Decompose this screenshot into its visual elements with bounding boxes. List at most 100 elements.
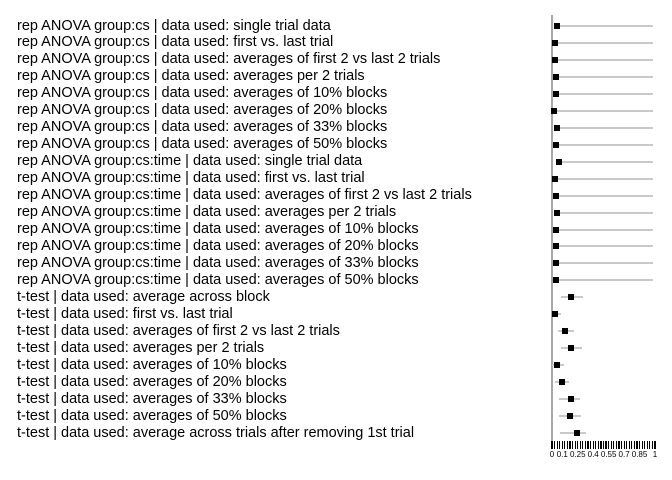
- row-label: rep ANOVA group:cs | data used: averages…: [17, 51, 441, 68]
- row-label: rep ANOVA group:cs:time | data used: sin…: [17, 153, 363, 170]
- axis-minor-tick: [654, 441, 656, 449]
- ci-line: [556, 245, 653, 248]
- row-label: t-test | data used: averages of 33% bloc…: [17, 390, 287, 407]
- ci-line: [556, 262, 653, 265]
- axis-minor-tick: [579, 441, 581, 449]
- row-label: rep ANOVA group:cs:time | data used: fir…: [17, 170, 365, 187]
- point-marker: [553, 243, 560, 250]
- axis-minor-tick: [608, 441, 610, 449]
- axis-minor-tick: [633, 441, 635, 449]
- ci-line: [555, 58, 653, 61]
- axis-minor-tick: [592, 441, 594, 449]
- point-marker: [554, 362, 561, 369]
- point-marker: [567, 294, 574, 301]
- ci-line: [559, 160, 653, 163]
- axis-minor-tick: [556, 441, 558, 449]
- axis-minor-tick: [615, 441, 617, 449]
- point-marker: [552, 175, 559, 182]
- row-label: t-test | data used: first vs. last trial: [17, 305, 233, 322]
- point-marker: [553, 226, 560, 233]
- row-label: t-test | data used: average across block: [17, 288, 270, 305]
- point-marker: [573, 430, 580, 437]
- axis-minor-tick: [631, 441, 633, 449]
- point-marker: [566, 413, 573, 420]
- point-marker: [553, 141, 560, 148]
- row-label: rep ANOVA group:cs | data used: averages…: [17, 119, 388, 136]
- ci-line: [557, 25, 653, 27]
- ci-line: [557, 126, 653, 129]
- point-marker: [552, 39, 559, 46]
- row-label: t-test | data used: averages of 10% bloc…: [17, 356, 287, 373]
- row-label: t-test | data used: averages of 20% bloc…: [17, 373, 287, 390]
- row-label: rep ANOVA group:cs:time | data used: ave…: [17, 187, 472, 204]
- axis-minor-tick: [623, 441, 625, 449]
- row-label: t-test | data used: averages per 2 trial…: [17, 339, 265, 356]
- point-marker: [552, 56, 559, 63]
- row-label: rep ANOVA group:cs:time | data used: ave…: [17, 271, 419, 288]
- axis-minor-tick: [600, 441, 602, 449]
- row-label: rep ANOVA group:cs:time | data used: ave…: [17, 221, 419, 238]
- ci-line: [556, 92, 653, 95]
- point-marker: [553, 260, 560, 267]
- axis-minor-tick: [649, 441, 651, 449]
- axis-minor-tick: [551, 441, 553, 449]
- point-marker: [553, 73, 560, 80]
- point-marker: [552, 311, 559, 318]
- row-label: t-test | data used: averages of 50% bloc…: [17, 407, 287, 424]
- axis-tick-label: 0.25: [569, 450, 586, 459]
- point-marker: [567, 396, 574, 403]
- axis-minor-tick: [572, 441, 574, 449]
- axis-minor-tick: [569, 441, 571, 449]
- ci-line: [555, 177, 653, 180]
- axis-tick-label: 0.85: [631, 450, 648, 459]
- axis-minor-tick: [566, 441, 569, 449]
- axis-tick-label: 0.1: [556, 450, 568, 459]
- row-label: rep ANOVA group:cs | data used: averages…: [17, 136, 388, 153]
- axis-tick-label: 0: [549, 450, 555, 459]
- axis-tick-label: 0.55: [600, 450, 617, 459]
- point-marker: [562, 328, 569, 335]
- ci-line: [557, 211, 653, 214]
- axis-tick-label: 0.7: [618, 450, 630, 459]
- axis-minor-tick: [582, 441, 584, 449]
- axis-minor-tick: [651, 441, 653, 449]
- axis-minor-tick: [620, 441, 623, 449]
- axis-minor-tick: [574, 441, 576, 449]
- axis-minor-tick: [584, 441, 587, 449]
- axis-minor-tick: [628, 441, 630, 449]
- axis-minor-tick: [613, 441, 615, 449]
- axis-minor-tick: [595, 441, 597, 449]
- axis-minor-tick: [602, 441, 605, 449]
- axis-minor-tick: [618, 441, 620, 449]
- ci-line: [555, 41, 653, 44]
- row-label: t-test | data used: average across trial…: [17, 424, 415, 441]
- axis-minor-tick: [626, 441, 628, 449]
- row-label: rep ANOVA group:cs | data used: averages…: [17, 102, 388, 119]
- point-marker: [553, 90, 560, 97]
- axis-minor-tick: [610, 441, 612, 449]
- axis-minor-tick: [564, 441, 566, 449]
- point-marker: [554, 124, 561, 131]
- ci-line: [554, 109, 653, 112]
- axis-minor-tick: [559, 441, 561, 449]
- point-marker: [554, 209, 561, 216]
- axis-minor-tick: [638, 441, 641, 449]
- axis-minor-tick: [641, 441, 643, 449]
- axis-minor-tick: [561, 441, 563, 449]
- axis-minor-tick: [605, 441, 607, 449]
- axis-tick-label: 0.4: [587, 450, 599, 459]
- axis-zero-vertical-line: [551, 15, 553, 445]
- axis-minor-tick: [553, 441, 556, 449]
- ci-line: [556, 279, 653, 282]
- point-marker: [553, 277, 560, 284]
- axis-tick-label: 1: [652, 450, 658, 459]
- point-marker: [554, 23, 561, 29]
- ci-line: [560, 432, 586, 435]
- point-marker: [551, 107, 558, 114]
- point-marker: [553, 192, 560, 199]
- row-label: rep ANOVA group:cs:time | data used: ave…: [17, 204, 397, 221]
- axis-minor-tick: [636, 441, 638, 449]
- row-label: t-test | data used: averages of first 2 …: [17, 322, 340, 339]
- row-label: rep ANOVA group:cs | data used: single t…: [17, 17, 331, 34]
